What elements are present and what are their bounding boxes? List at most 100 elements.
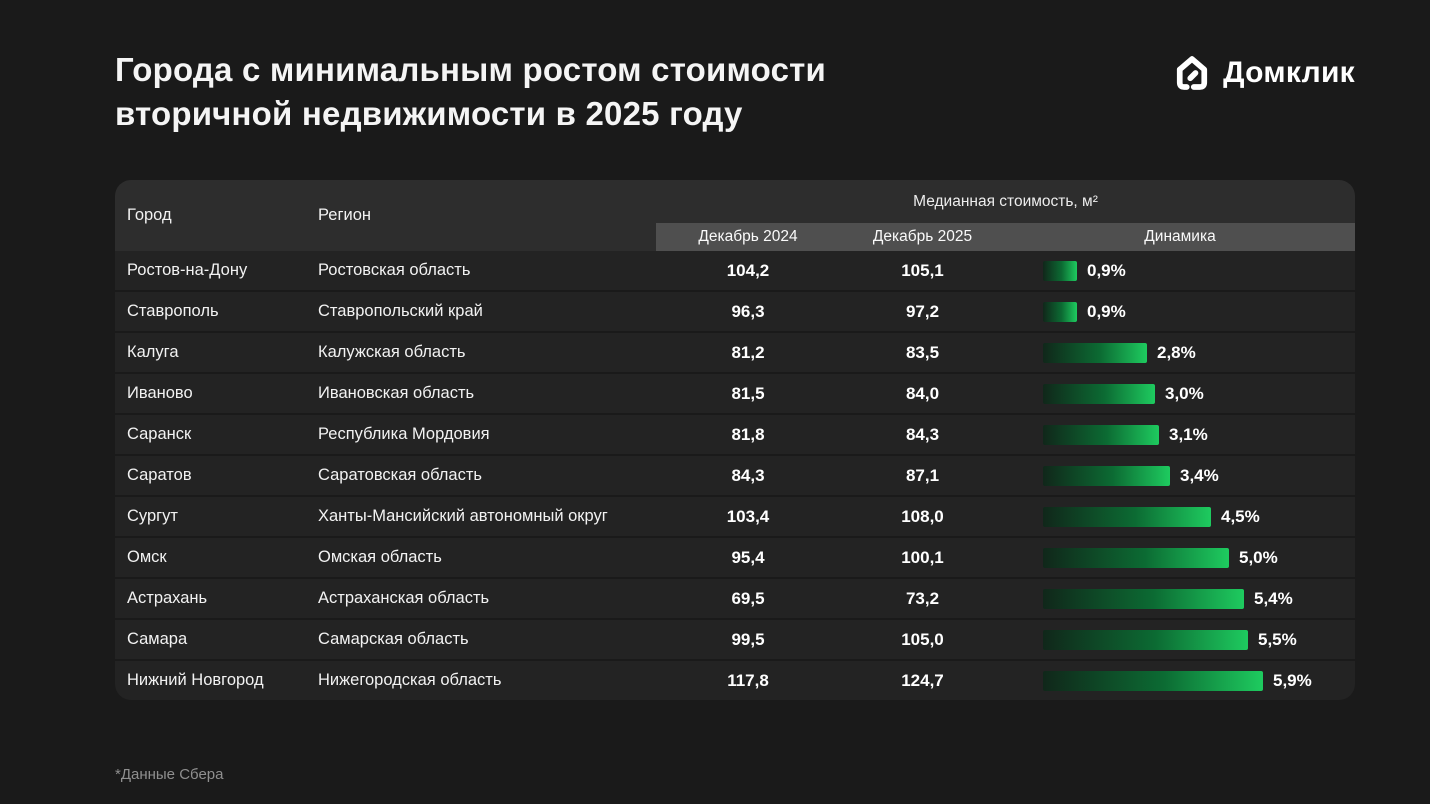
dynamics-value: 3,1% [1169, 424, 1208, 444]
dec2025-cell: 100,1 [901, 547, 944, 567]
column-header-region: Регион [318, 206, 371, 224]
dec2025-cell: 105,0 [901, 629, 944, 649]
table-row: Саранск Республика Мордовия 81,8 84,3 3,1% [115, 415, 1355, 454]
dec2024-cell: 103,4 [726, 506, 770, 526]
dec2024-cell: 84,3 [731, 465, 765, 485]
table-row: Нижний Новгород Нижегородская область 117,… [115, 661, 1355, 700]
dec2024-cell: 96,3 [731, 301, 765, 321]
dec2024-cell: 81,8 [731, 424, 765, 444]
dec2024-cell: 99,5 [731, 629, 765, 649]
city-cell: Нижний Новгород [127, 671, 264, 689]
domclick-logo: Домклик [1171, 52, 1355, 94]
dynamics-value: 0,9% [1087, 260, 1126, 280]
city-cell: Ставрополь [127, 302, 219, 320]
domclick-house-icon [1171, 52, 1213, 94]
dec2025-cell: 97,2 [905, 301, 940, 321]
table-row: Самара Самарская область 99,5 105,0 5,5% [115, 620, 1355, 659]
column-group-header-median-price: Медианная стоимость, м² [913, 192, 1098, 210]
dynamics-cell: 5,4% [1005, 588, 1355, 609]
dec2025-cell: 105,1 [901, 260, 944, 280]
dynamics-bar [1043, 342, 1147, 363]
dynamics-value: 3,0% [1165, 383, 1204, 403]
table-row: Иваново Ивановская область 81,5 84,0 3,0% [115, 374, 1355, 413]
region-cell: Ханты-Мансийский автономный округ [318, 507, 608, 525]
dynamics-value: 0,9% [1087, 301, 1126, 321]
region-cell: Саратовская область [318, 466, 483, 484]
table-row: Омск Омская область 95,4 100,1 5,0% [115, 538, 1355, 577]
dynamics-cell: 3,4% [1005, 465, 1355, 486]
dynamics-bar [1043, 465, 1170, 486]
dec2024-cell: 95,4 [731, 547, 765, 567]
dynamics-cell: 5,5% [1005, 629, 1355, 650]
dynamics-value: 5,9% [1273, 670, 1312, 690]
city-cell: Саранск [127, 425, 192, 443]
dynamics-cell: 4,5% [1005, 506, 1355, 527]
table-row: Ростов-на-Дону Ростовская область 104,2 105… [115, 251, 1355, 290]
page-title-line2: вторичной недвижимости в 2025 году [115, 94, 743, 132]
source-footnote: *Данные Сбера [115, 766, 224, 783]
dec2025-cell: 84,3 [905, 424, 940, 444]
domclick-logo-text: Домклик [1223, 56, 1355, 89]
city-cell: Самара [127, 630, 188, 648]
dynamics-value: 5,5% [1258, 629, 1297, 649]
region-cell: Ростовская область [318, 261, 471, 279]
dynamics-cell: 2,8% [1005, 342, 1355, 363]
region-cell: Калужская область [318, 343, 466, 361]
dynamics-value: 2,8% [1157, 342, 1196, 362]
dynamics-bar [1043, 670, 1263, 691]
region-cell: Самарская область [318, 630, 469, 648]
dynamics-cell: 0,9% [1005, 260, 1355, 281]
table-row: Ставрополь Ставропольский край 96,3 97,2 0,9… [115, 292, 1355, 331]
dynamics-bar [1043, 588, 1244, 609]
table-row: Калуга Калужская область 81,2 83,5 2,8% [115, 333, 1355, 372]
table-row: Астрахань Астраханская область 69,5 73,2 5,4… [115, 579, 1355, 618]
dynamics-value: 5,0% [1239, 547, 1278, 567]
city-cell: Иваново [127, 384, 193, 402]
dynamics-bar [1043, 260, 1077, 281]
dec2025-cell: 73,2 [905, 588, 940, 608]
price-table: Город Регион Медианная стоимость, м² Дек… [115, 180, 1355, 700]
dec2024-cell: 104,2 [726, 260, 770, 280]
city-cell: Саратов [127, 466, 192, 484]
city-cell: Астрахань [127, 589, 208, 607]
dynamics-value: 5,4% [1254, 588, 1293, 608]
page-header: Города с минимальным ростом стоимости вт… [115, 48, 1355, 135]
dynamics-cell: 5,0% [1005, 547, 1355, 568]
dec2025-cell: 124,7 [901, 670, 944, 690]
region-cell: Ставропольский край [318, 302, 483, 320]
region-cell: Омская область [318, 548, 442, 566]
dynamics-cell: 0,9% [1005, 301, 1355, 322]
page-title: Города с минимальным ростом стоимости вт… [115, 48, 826, 135]
dynamics-cell: 3,1% [1005, 424, 1355, 445]
column-header-city: Город [127, 206, 172, 224]
table-subheader-band: Декабрь 2024 Декабрь 2025 Динамика [656, 223, 1355, 251]
region-cell: Республика Мордовия [318, 425, 490, 443]
dynamics-bar [1043, 301, 1077, 322]
dynamics-bar [1043, 506, 1211, 527]
dynamics-cell: 5,9% [1005, 670, 1355, 691]
dynamics-value: 3,4% [1180, 465, 1219, 485]
city-cell: Омск [127, 548, 167, 566]
dec2024-cell: 81,2 [731, 342, 765, 362]
table-body: Ростов-на-Дону Ростовская область 104,2 105… [115, 251, 1355, 700]
region-cell: Нижегородская область [318, 671, 502, 689]
table-row: Сургут Ханты-Мансийский автономный округ 1… [115, 497, 1355, 536]
dec2025-cell: 108,0 [901, 506, 944, 526]
city-cell: Сургут [127, 507, 178, 525]
column-header-dec2024: Декабрь 2024 [698, 228, 798, 245]
table-row: Саратов Саратовская область 84,3 87,1 3,4% [115, 456, 1355, 495]
dynamics-value: 4,5% [1221, 506, 1260, 526]
dec2025-cell: 83,5 [905, 342, 940, 362]
dynamics-bar [1043, 424, 1159, 445]
region-cell: Ивановская область [318, 384, 475, 402]
city-cell: Калуга [127, 343, 179, 361]
dynamics-bar [1043, 547, 1229, 568]
page-title-line1: Города с минимальным ростом стоимости [115, 51, 826, 88]
column-header-dynamics: Динамика [1144, 228, 1216, 245]
dec2024-cell: 117,8 [727, 670, 769, 690]
table-header: Город Регион Медианная стоимость, м² Дек… [115, 180, 1355, 251]
region-cell: Астраханская область [318, 589, 490, 607]
dynamics-bar [1043, 629, 1248, 650]
city-cell: Ростов-на-Дону [127, 261, 248, 279]
